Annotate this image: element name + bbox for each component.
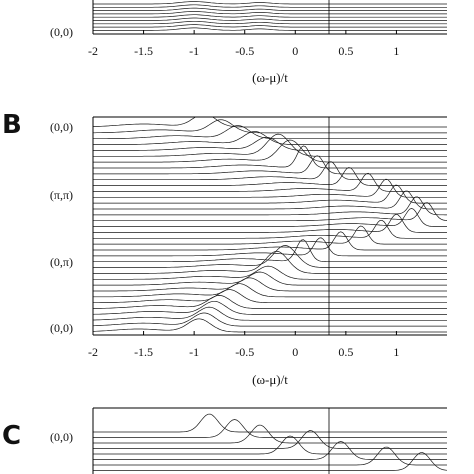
panel-b-spectrum-curve: [93, 155, 447, 175]
panel-b-spectrum-curve: [93, 239, 447, 263]
x-tick-label: 0.5: [338, 44, 353, 58]
panel-c: (0,0): [50, 407, 448, 474]
panel-b-spectrum-curve: [93, 208, 447, 227]
x-tick-label: -0.5: [235, 44, 254, 58]
panel-b-spectrum-curve: [93, 289, 447, 304]
panel-b-spectrum-curve: [93, 219, 447, 239]
panel-b-spectrum-curve: [93, 225, 447, 245]
panel-a: (0,0) -2 -1.5 -1 -0.5 0 0.5 1 (ω-μ)/t: [50, 0, 447, 85]
x-tick-label: 0: [292, 345, 298, 359]
panel-b-spectrum-curve: [93, 190, 447, 210]
panel-a-spectrum-curve: [93, 24, 447, 28]
panel-b-spectrum-curve: [93, 172, 447, 192]
panel-b-spectrum-curve: [92, 116, 447, 128]
panel-a-spectrum-curve: [93, 20, 447, 25]
panel-b: (0,0) (π,π) (0,π) (0,0) -2 -1.5 -1 -0.5 0 0.5…: [50, 116, 448, 387]
panel-b-spectrum-curve: [93, 184, 447, 204]
panel-a-spectrum-curve: [93, 17, 447, 21]
panel-b-curves: [92, 116, 448, 333]
x-tick-label: -1.5: [134, 345, 153, 359]
panel-b-spectrum-curve: [92, 300, 447, 315]
panel-c-spectrum-curve: [93, 424, 447, 444]
x-tick-label: -1: [189, 345, 199, 359]
x-tick-label: 1: [393, 44, 399, 58]
panel-a-curves: [93, 1, 447, 31]
panel-b-spectrum-curve: [92, 318, 447, 333]
x-tick-label: 1: [393, 345, 399, 359]
panel-c-ylabel-00: (0,0): [50, 430, 73, 444]
x-tick-label: -2: [88, 345, 98, 359]
panel-b-x-ticks: -2 -1.5 -1 -0.5 0 0.5 1: [88, 331, 399, 359]
x-tick-label: -1: [189, 44, 199, 58]
panel-c-spectrum-curve: [93, 452, 448, 471]
panel-b-spectrum-curve: [93, 295, 447, 309]
panel-b-spectrum-curve: [93, 136, 447, 151]
panel-b-spectrum-curve: [93, 178, 447, 198]
panel-b-spectrum-curve: [93, 271, 447, 286]
panel-b-spectrum-curve: [93, 196, 447, 216]
panel-b-xlabel: (ω-μ)/t: [252, 372, 288, 387]
panel-a-spectrum-curve: [93, 1, 447, 5]
panel-b-spectrum-curve: [93, 133, 447, 157]
panel-b-spectrum-curve: [93, 231, 447, 251]
panel-a-spectrum-curve: [93, 7, 447, 11]
panel-b-spectrum-curve: [92, 312, 447, 327]
panel-a-spectrum-curve: [93, 27, 447, 31]
panel-b-spectrum-curve: [93, 265, 447, 280]
panel-b-ylabel-0pi: (0,π): [50, 255, 73, 269]
panel-b-spectrum-curve: [93, 125, 447, 140]
panel-a-x-ticks: -2 -1.5 -1 -0.5 0 0.5 1: [88, 30, 399, 58]
panel-b-spectrum-curve: [93, 283, 447, 298]
panel-c-curves: [93, 413, 448, 471]
panel-b-ylabel-00-top: (0,0): [50, 120, 73, 134]
panel-b-spectrum-curve: [93, 245, 447, 268]
panel-b-letter: B: [2, 110, 22, 140]
panel-c-spectrum-curve: [93, 413, 447, 433]
panel-b-spectrum-curve: [93, 145, 447, 169]
panel-c-spectrum-curve: [93, 441, 447, 460]
x-tick-label: 0: [292, 44, 298, 58]
panel-b-spectrum-curve: [93, 167, 447, 186]
panel-c-spectrum-curve: [93, 419, 447, 438]
x-tick-label: -2: [88, 44, 98, 58]
panel-c-spectrum-curve: [93, 435, 447, 455]
panel-b-spectrum-curve: [93, 306, 447, 321]
panel-a-spectrum-curve: [93, 11, 447, 15]
panel-b-spectrum-curve: [93, 213, 447, 233]
panel-b-spectrum-curve: [93, 250, 447, 274]
panel-b-ylabel-00-bottom: (0,0): [50, 321, 73, 335]
panel-a-spectrum-curve: [93, 14, 447, 18]
panel-b-spectrum-curve: [93, 237, 447, 257]
panel-b-spectrum-curve: [93, 161, 447, 181]
x-tick-label: -1.5: [134, 44, 153, 58]
panel-b-ylabel-pipi: (π,π): [50, 188, 73, 202]
x-tick-label: 0.5: [338, 345, 353, 359]
panel-c-spectrum-curve: [93, 430, 447, 449]
panel-b-spectrum-curve: [93, 202, 448, 222]
panel-b-spectrum-curve: [93, 119, 447, 134]
panel-a-xlabel: (ω-μ)/t: [252, 70, 288, 85]
panel-b-spectrum-curve: [93, 139, 447, 163]
panel-b-spectrum-curve: [93, 277, 447, 292]
panel-c-letter: C: [2, 421, 21, 451]
x-tick-label: -0.5: [235, 345, 254, 359]
panel-c-spectrum-curve: [93, 446, 447, 466]
panel-a-ylabel-00: (0,0): [50, 25, 73, 39]
panel-a-spectrum-curve: [93, 4, 447, 8]
